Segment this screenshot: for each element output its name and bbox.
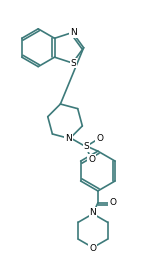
Text: S: S bbox=[84, 142, 89, 151]
Text: S: S bbox=[71, 58, 76, 68]
Text: O: O bbox=[89, 244, 96, 253]
Text: N: N bbox=[89, 208, 96, 217]
Text: N: N bbox=[65, 134, 72, 143]
Text: O: O bbox=[109, 198, 116, 207]
Text: O: O bbox=[88, 155, 95, 164]
Text: O: O bbox=[96, 134, 103, 143]
Text: N: N bbox=[70, 28, 77, 37]
